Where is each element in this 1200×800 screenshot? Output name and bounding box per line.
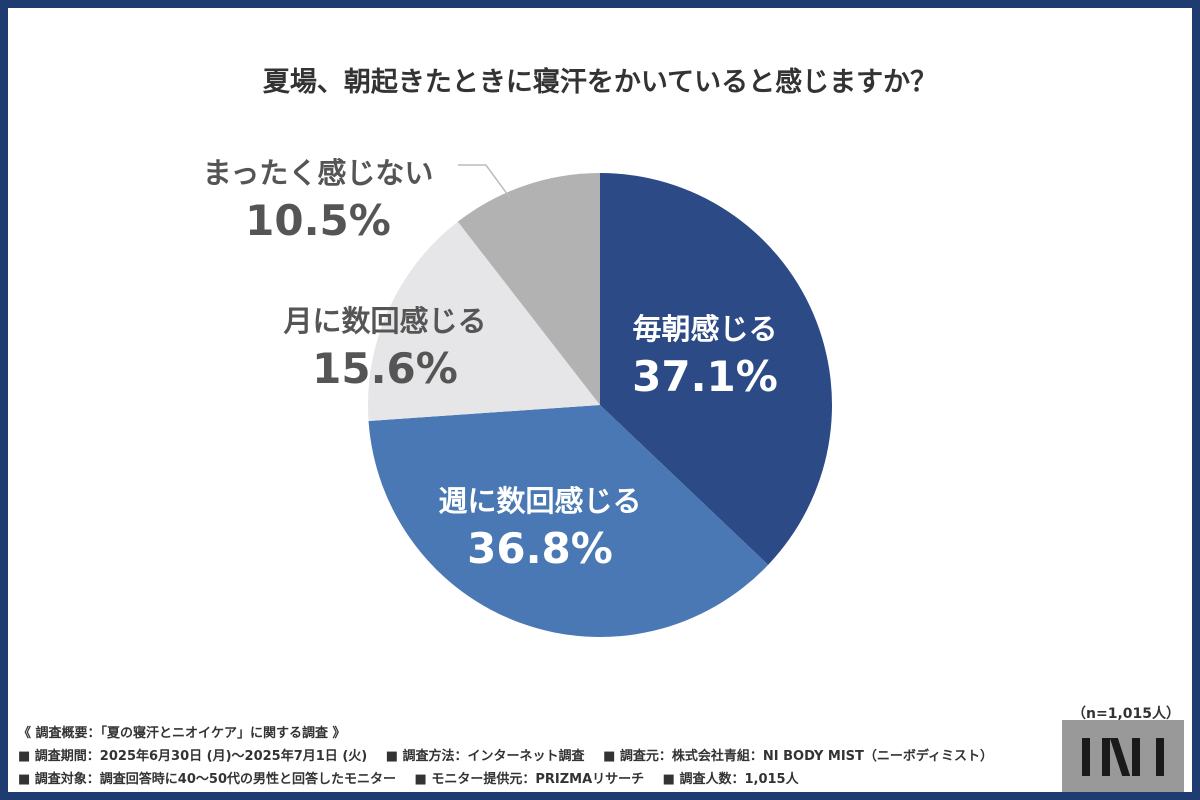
slice-label-every-morning: 毎朝感じる 37.1%: [600, 306, 810, 401]
sample-size-note: （n=1,015人）: [1072, 706, 1180, 722]
logo-stroke: [1082, 738, 1090, 776]
chart-title: 夏場、朝起きたときに寝汗をかいていると感じますか？: [262, 67, 938, 98]
slice-label-name: 毎朝感じる: [632, 312, 778, 346]
slice-label-percent: 37.1%: [632, 352, 778, 401]
slice-few-times-week: [368, 405, 769, 637]
survey-row-1: ■ 調査期間：2025年6月30日 (月)〜2025年7月1日 (火) ■ 調査…: [18, 745, 1007, 768]
logo-stroke: [1102, 738, 1110, 776]
survey-provider: ■ モニター提供元：PRIZMAリサーチ: [414, 772, 645, 787]
chart-frame: 夏場、朝起きたときに寝汗をかいていると感じますか？ 毎朝感じる 37.1% 週に…: [8, 8, 1192, 792]
survey-heading: 《 調査概要：「夏の寝汗とニオイケア」に関する調査 》: [18, 726, 346, 741]
slice-never: [457, 173, 600, 405]
logo-stroke: [1132, 738, 1140, 776]
logo-stroke: [1156, 738, 1164, 776]
survey-method: ■ 調査方法：インターネット調査: [385, 749, 585, 764]
slice-label-percent: 15.6%: [312, 344, 458, 393]
brand-logo: [1062, 720, 1184, 792]
survey-period: ■ 調査期間：2025年6月30日 (月)〜2025年7月1日 (火): [18, 749, 368, 764]
slice-few-times-month: [367, 221, 600, 422]
slice-label-name: まったく感じない: [202, 156, 434, 190]
leader-line: [458, 164, 511, 199]
slice-every-morning: [600, 173, 832, 565]
slice-label-percent: 10.5%: [245, 196, 391, 245]
slice-label-name: 月に数回感じる: [283, 304, 487, 338]
survey-summary: 《 調査概要：「夏の寝汗とニオイケア」に関する調査 》 ■ 調査期間：2025年…: [18, 722, 1007, 791]
survey-source: ■ 調査元：株式会社青組：NI BODY MIST（ニーボディミスト）: [603, 749, 993, 764]
survey-row-2: ■ 調査対象：調査回答時に40〜50代の男性と回答したモニター ■ モニター提供…: [18, 768, 1007, 791]
slice-label-name: 週に数回感じる: [438, 484, 642, 518]
slice-label-few-times-week: 週に数回感じる 36.8%: [410, 478, 670, 573]
survey-target: ■ 調査対象：調査回答時に40〜50代の男性と回答したモニター: [18, 772, 396, 787]
slice-label-few-times-month: 月に数回感じる 15.6%: [270, 298, 500, 393]
survey-count: ■ 調査人数：1,015人: [662, 772, 799, 787]
slice-label-never: まったく感じない 10.5%: [188, 150, 448, 245]
logo-stroke: [1109, 738, 1131, 776]
slice-label-percent: 36.8%: [467, 524, 613, 573]
pie-chart: [367, 164, 832, 637]
